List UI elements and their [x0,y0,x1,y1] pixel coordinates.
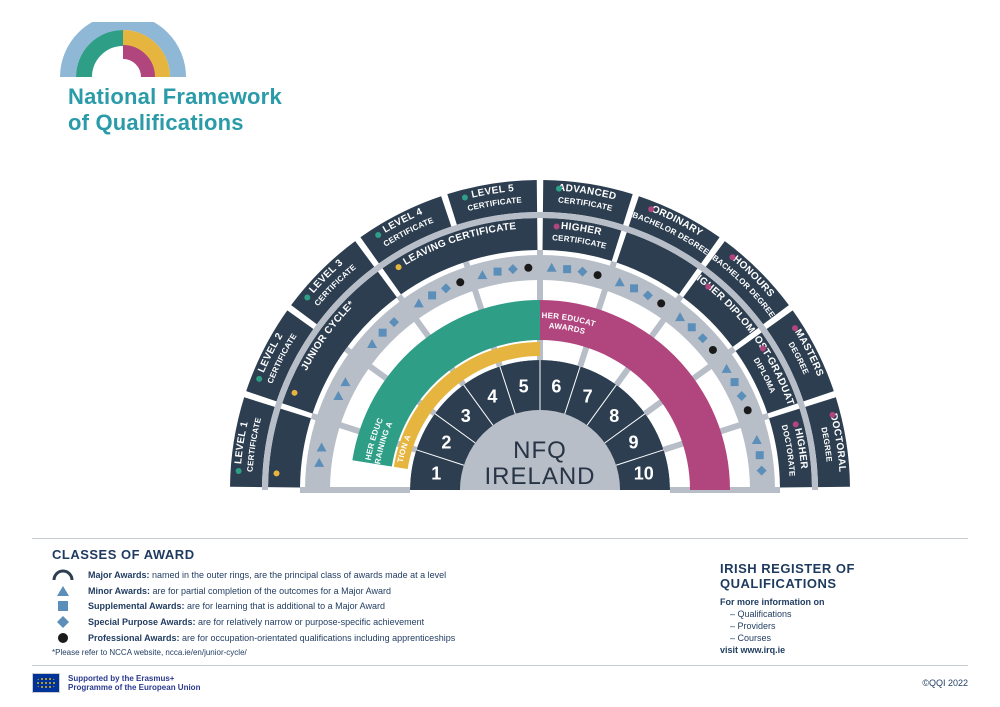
irq-item: Providers [730,621,960,631]
irq-visit: visit www.irq.ie [720,645,960,655]
page-root: National Framework of Qualifications NFQ… [0,0,1000,707]
legend-row: Supplemental Awards: are for learning th… [52,600,612,612]
svg-text:3: 3 [461,406,471,426]
eu-flag-icon [32,673,60,693]
divider [32,538,968,539]
eu-credit: Supported by the Erasmus+ Programme of t… [32,673,200,693]
copyright: ©QQI 2022 [922,678,968,688]
nfq-fan-diagram: NFQIRELAND12345678910GENERALEDUCATION AW… [0,40,1000,540]
svg-text:7: 7 [583,386,593,406]
svg-text:2: 2 [441,432,451,452]
legend-row: Major Awards: named in the outer rings, … [52,568,612,582]
legend-row: Professional Awards: are for occupation-… [52,632,612,644]
svg-text:8: 8 [609,406,619,426]
svg-text:6: 6 [551,376,561,396]
eu-text: Supported by the Erasmus+ Programme of t… [68,674,200,692]
irq-item: Courses [730,633,960,643]
svg-text:10: 10 [634,464,654,484]
irq-title: IRISH REGISTER OF QUALIFICATIONS [720,561,960,591]
legend-title: CLASSES OF AWARD [52,547,612,562]
svg-text:5: 5 [519,376,529,396]
irq-item: Qualifications [730,609,960,619]
legend: CLASSES OF AWARD Major Awards: named in … [52,547,612,657]
footer: Supported by the Erasmus+ Programme of t… [32,665,968,693]
svg-text:9: 9 [629,432,639,452]
legend-row: Special Purpose Awards: are for relative… [52,615,612,629]
svg-text:NFQ: NFQ [513,437,567,464]
svg-text:1: 1 [431,464,441,484]
legend-note: *Please refer to NCCA website, ncca.ie/e… [52,648,612,657]
legend-row: Minor Awards: are for partial completion… [52,585,612,597]
svg-text:4: 4 [487,386,497,406]
irq-panel: IRISH REGISTER OF QUALIFICATIONS For mor… [720,561,960,657]
svg-text:IRELAND: IRELAND [484,463,595,490]
irq-lead: For more information on [720,597,960,607]
